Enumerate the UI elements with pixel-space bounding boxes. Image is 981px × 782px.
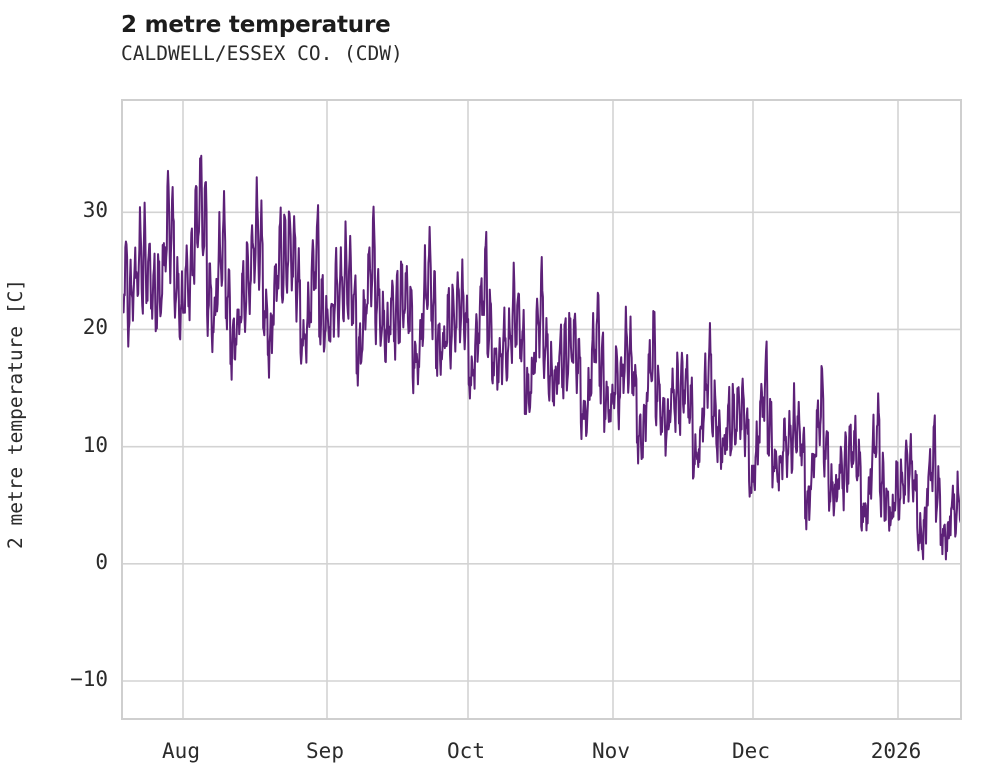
- x-axis-tick-label: 2026: [870, 739, 922, 763]
- title-block: 2 metre temperature CALDWELL/ESSEX CO. (…: [121, 10, 961, 68]
- x-axis-tick-label: Aug: [162, 739, 200, 763]
- y-axis-tick-label: 20: [82, 315, 108, 340]
- y-axis-tick-label: −10: [70, 666, 108, 691]
- x-axis-tick-label: Sep: [306, 739, 344, 763]
- y-axis-tick-label: 30: [82, 198, 108, 223]
- temperature-series-line: [123, 156, 962, 560]
- chart-subtitle: CALDWELL/ESSEX CO. (CDW): [121, 42, 403, 65]
- x-axis-tick-label: Dec: [732, 739, 770, 763]
- x-axis-tick-label: Nov: [592, 739, 630, 763]
- y-axis-tick-label: 0: [95, 549, 108, 574]
- y-axis-tick-label: 10: [82, 432, 108, 457]
- page-title: 2 metre temperature: [121, 12, 391, 38]
- plot-canvas: [123, 101, 962, 718]
- x-axis-tick-label: Oct: [447, 739, 485, 763]
- y-axis-tick-labels: −10 0 10 20 30: [0, 0, 108, 782]
- plot-area: [121, 99, 962, 720]
